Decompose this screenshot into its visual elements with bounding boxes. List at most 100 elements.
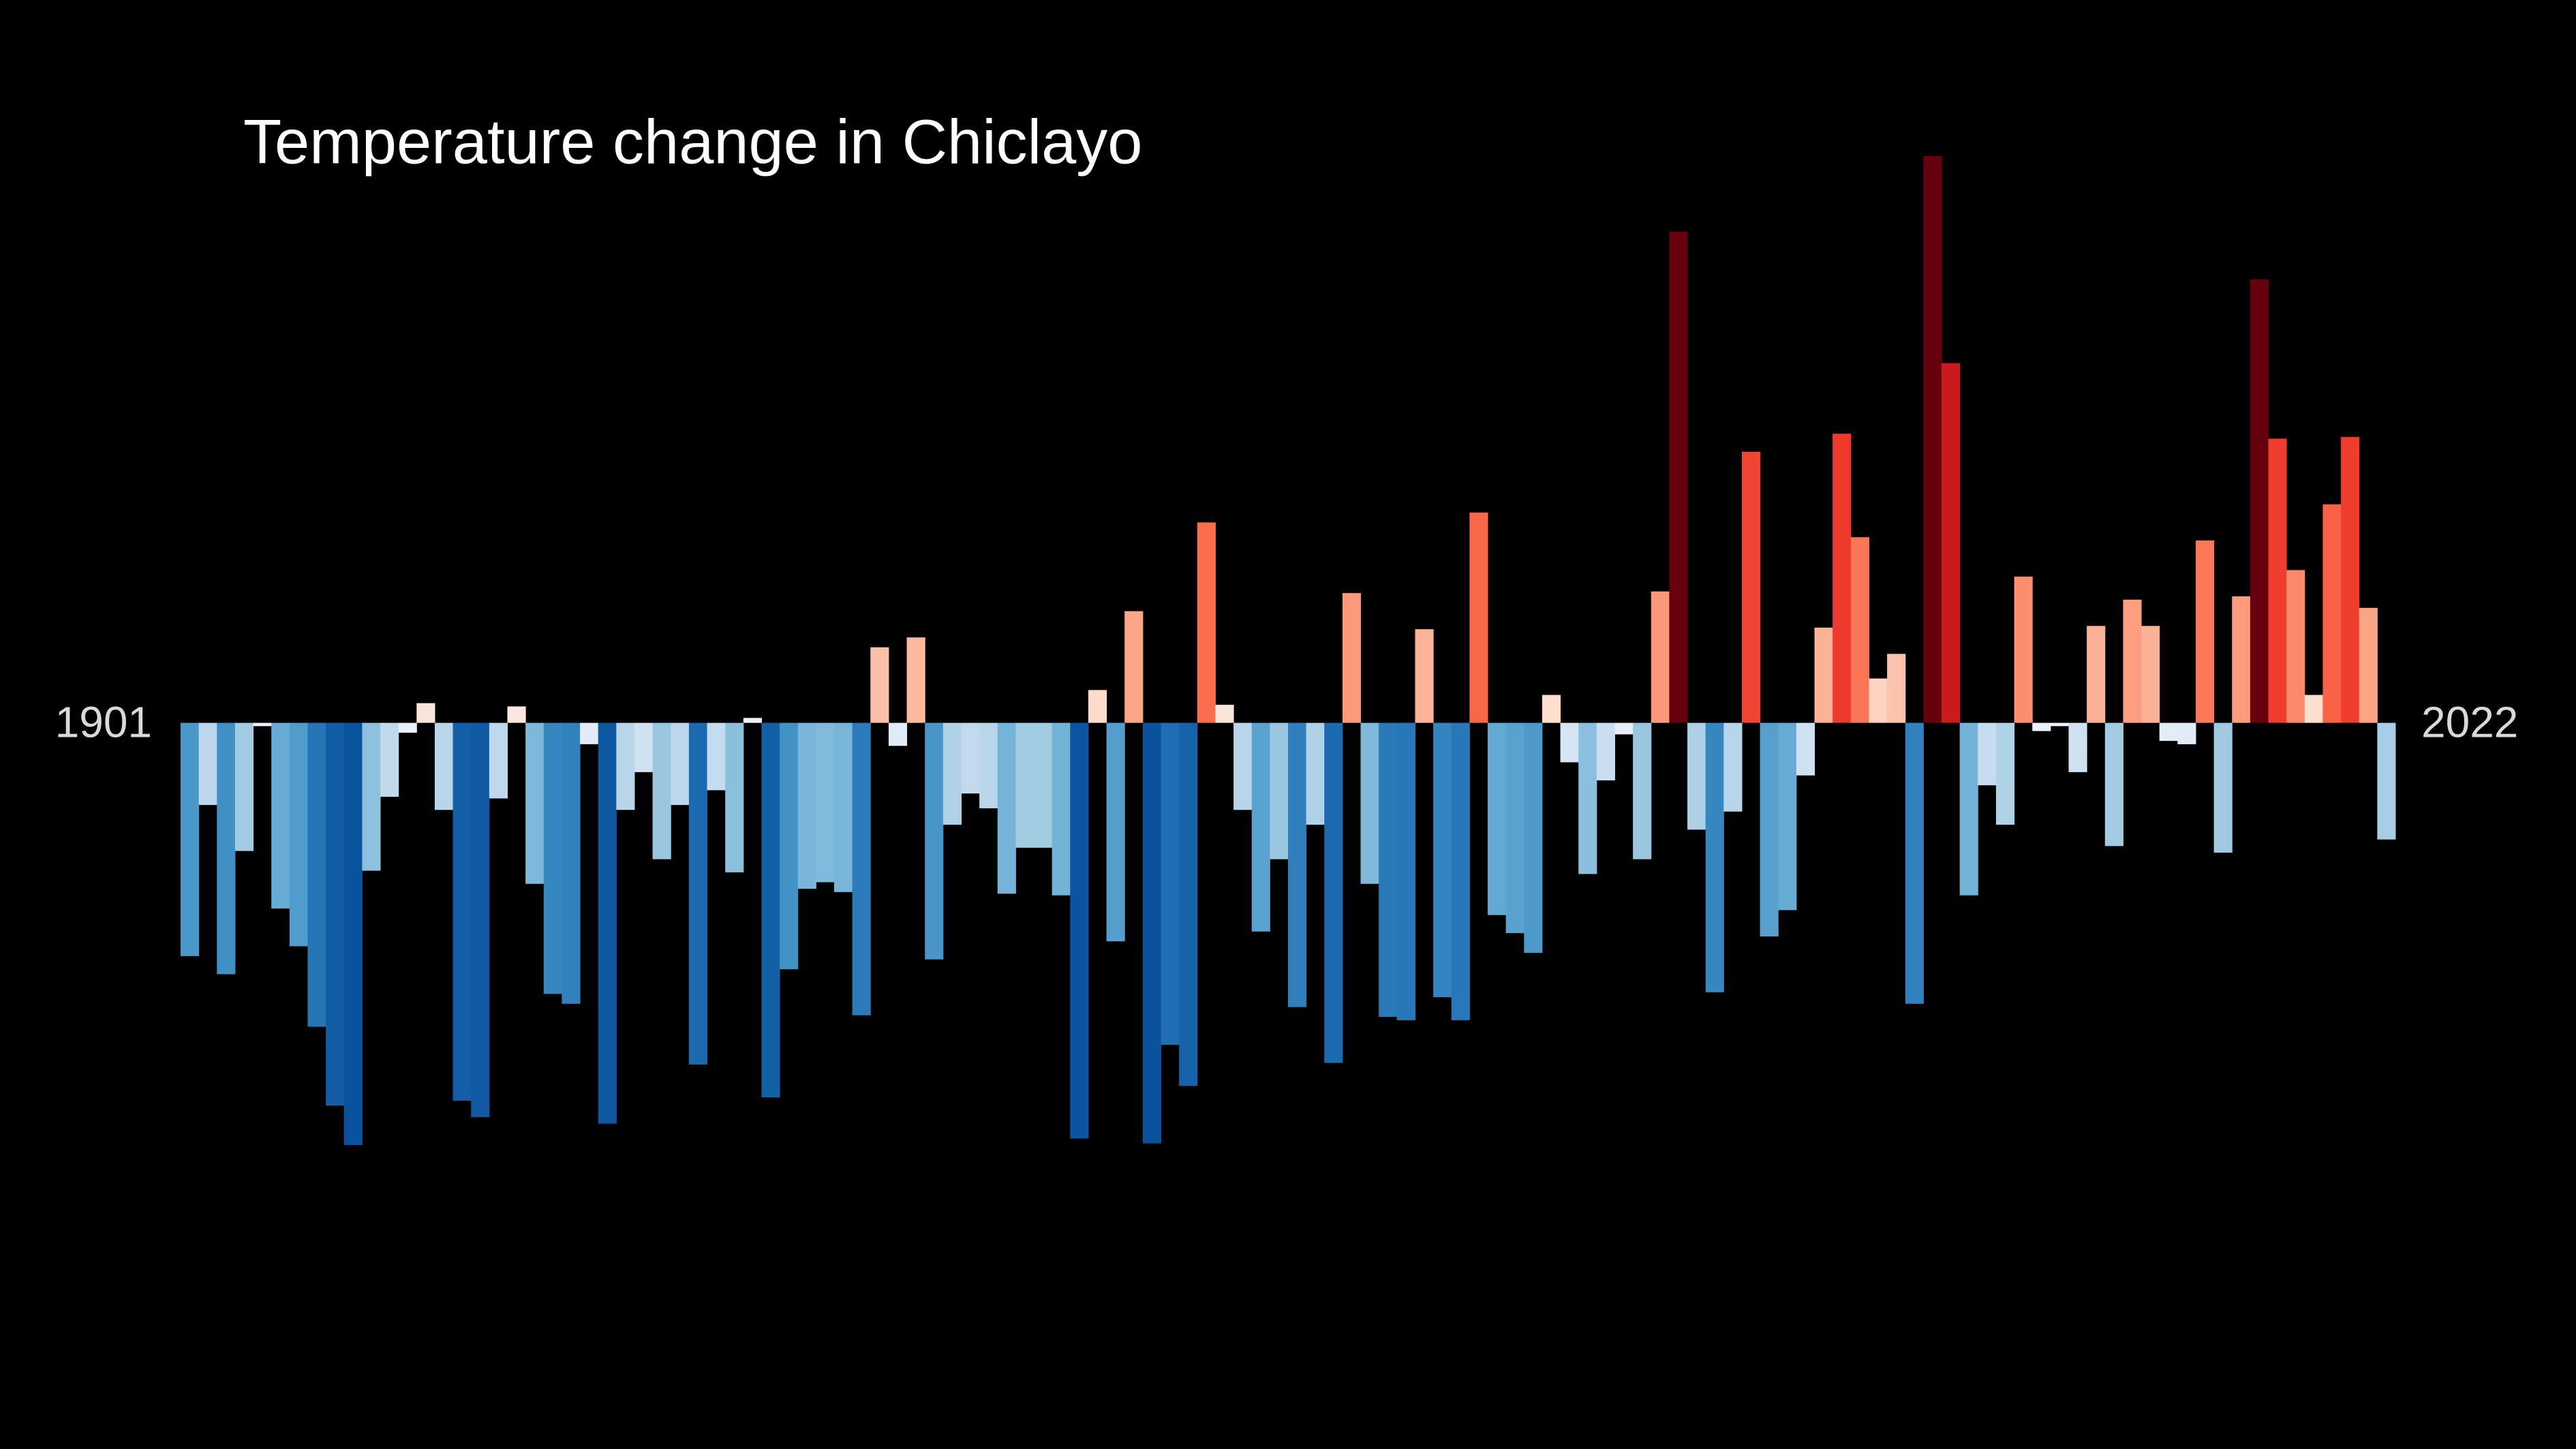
bar [852,722,871,1016]
bar [434,722,454,810]
bar [253,722,272,727]
bar [1324,722,1343,1063]
x-tick-label: 2022 [2421,697,2518,746]
bar [1869,678,1888,723]
bar [2123,599,2142,723]
bar [1596,722,1616,780]
bar [1505,722,1524,934]
bar [1142,722,1162,1144]
bar [707,722,726,791]
bar [1705,722,1724,992]
bar [652,722,671,859]
bar [1161,722,1180,1046]
bar [961,722,980,794]
bar [1687,722,1706,830]
bar [1542,695,1561,723]
bar [1560,722,1579,763]
bar [1578,722,1597,874]
bar [1469,513,1488,723]
bar [1124,611,1144,723]
bar [688,722,708,1065]
bar [416,703,435,723]
bar [2359,607,2378,723]
bar [198,722,217,806]
bar [1342,593,1362,723]
bar [217,722,236,975]
bar [234,722,254,851]
bar [1923,155,1942,723]
chart-title: Temperature change in Chiclayo [243,107,1142,177]
bar [2032,722,2051,731]
bar [2268,438,2287,723]
bar [761,722,780,1098]
bar [1379,722,1398,1018]
bar [888,722,908,746]
bar [562,722,581,1004]
bar [362,722,381,871]
bar [326,722,345,1106]
bar [1633,722,1652,859]
bar [816,722,835,883]
bar [2014,577,2033,723]
bar [634,722,654,772]
bar [1796,722,1815,776]
bar [1669,231,1688,723]
bar [1251,722,1270,932]
bar [453,722,472,1101]
bar [2141,626,2160,723]
bar [1995,722,2015,825]
bar [2377,722,2396,840]
bar [2304,695,2323,723]
bar [1034,722,1053,848]
bar [1524,722,1543,954]
bar [1288,722,1307,1007]
bar [1887,654,1906,723]
bar [271,722,290,909]
bar [2177,722,2196,744]
bar [598,722,617,1124]
bar [1052,722,1071,896]
bar [2050,722,2069,727]
bar [1433,722,1452,998]
bar [1451,722,1470,1020]
bar [743,718,762,723]
bar [1488,722,1507,915]
bar [1179,722,1198,1086]
x-tick-label: 1901 [55,697,152,746]
bar [398,722,417,733]
bar [343,722,363,1146]
bar [797,722,816,889]
bar [1197,522,1216,723]
bar [2322,504,2342,723]
bar [725,722,744,872]
bar [1070,722,1089,1139]
bar [1106,722,1125,942]
bar [1723,722,1743,812]
bar [380,722,399,797]
bar [307,722,326,1027]
bar [870,647,889,723]
bar [2068,722,2087,772]
bar [1778,722,1797,911]
bar [2195,540,2215,723]
bar [1905,722,1924,1004]
bar [1614,722,1634,735]
bar [507,706,526,723]
bar [289,722,308,947]
bar [1741,451,1761,723]
bar [2159,722,2178,742]
bar [1270,722,1289,859]
bar [1233,722,1253,810]
bar [906,637,925,723]
bar [1015,722,1034,848]
bar [2104,722,2123,846]
bar [1978,722,1997,786]
bar [1215,705,1234,723]
bar [1306,722,1325,825]
bar [525,722,545,884]
bar [2286,570,2305,723]
bar [181,722,200,956]
bar [1360,722,1379,884]
